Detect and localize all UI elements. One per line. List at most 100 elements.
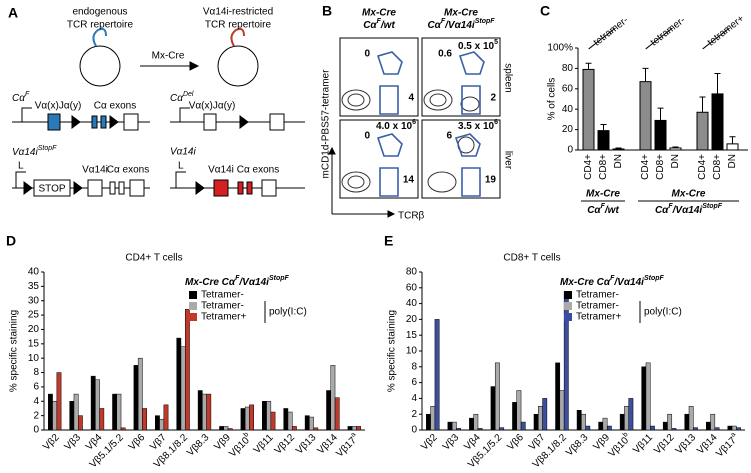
label: mCD1d-PBS57-tetramer bbox=[321, 69, 332, 179]
x-tick-label: Vβ12 bbox=[652, 432, 677, 457]
superscript: a bbox=[730, 431, 738, 439]
exon bbox=[269, 113, 285, 131]
label: Vα14i bbox=[208, 165, 234, 176]
exon bbox=[237, 181, 244, 195]
bar bbox=[490, 386, 496, 431]
bar bbox=[266, 401, 272, 431]
bar bbox=[202, 393, 207, 431]
superscript: F bbox=[610, 275, 615, 282]
label: Cα exons bbox=[237, 165, 279, 176]
error-bar bbox=[585, 62, 592, 70]
superscript: StopF bbox=[475, 18, 496, 25]
panel-label: B bbox=[322, 3, 332, 19]
bar bbox=[184, 309, 190, 431]
genotype-label: CαF/Vα14iStopF bbox=[655, 203, 723, 215]
bar bbox=[736, 427, 741, 431]
bar bbox=[639, 81, 652, 151]
gate-value: 0 bbox=[364, 49, 370, 60]
bar bbox=[477, 428, 483, 431]
exon bbox=[109, 181, 116, 195]
legend-label: Tetramer- bbox=[576, 290, 619, 301]
legend-swatch bbox=[564, 302, 572, 310]
bar bbox=[309, 416, 314, 431]
superscript: 6 bbox=[494, 119, 498, 126]
bar bbox=[112, 393, 118, 431]
promoter bbox=[21, 107, 32, 122]
label: Vα14i bbox=[170, 147, 196, 158]
bar bbox=[696, 111, 709, 151]
plot-frame bbox=[339, 37, 419, 117]
superscript: StopF bbox=[38, 145, 57, 152]
superscript: a bbox=[350, 431, 358, 439]
y-tick-label: 0 bbox=[33, 425, 39, 436]
legend-label: Tetramer- bbox=[201, 290, 244, 301]
gate bbox=[461, 85, 481, 115]
bar bbox=[351, 426, 357, 431]
y-tick-label: 30 bbox=[28, 295, 40, 306]
bar bbox=[77, 415, 83, 431]
text-run: /wt bbox=[604, 205, 620, 216]
label: TCR repertoire bbox=[205, 20, 272, 31]
y-tick-label: 15 bbox=[406, 330, 418, 341]
bar bbox=[473, 413, 479, 431]
x-tick-label: Vβ3 bbox=[63, 432, 84, 453]
bar bbox=[494, 362, 500, 431]
legend-label: Tetramer- bbox=[201, 301, 244, 312]
bar bbox=[159, 418, 165, 431]
exon bbox=[91, 115, 98, 129]
cell-count: 0.5 x 105 bbox=[458, 39, 498, 51]
y-tick-label: 2 bbox=[33, 410, 39, 421]
exon bbox=[246, 181, 253, 195]
x-tick-label: CD8+ bbox=[655, 154, 666, 180]
exon bbox=[123, 113, 139, 131]
superscript: Del bbox=[183, 91, 194, 98]
exon bbox=[118, 181, 125, 195]
error-bar bbox=[657, 107, 664, 121]
superscript: b bbox=[622, 431, 630, 439]
bar bbox=[56, 372, 62, 431]
bar bbox=[52, 401, 58, 431]
gate bbox=[376, 51, 403, 75]
loxp bbox=[23, 181, 33, 195]
bar bbox=[520, 421, 526, 431]
bar bbox=[612, 148, 625, 151]
bar bbox=[516, 390, 522, 431]
segment bbox=[47, 113, 61, 131]
x-tick-label: Vβ11 bbox=[631, 432, 655, 456]
text-run: Cα bbox=[655, 205, 669, 216]
label: CαDel bbox=[170, 91, 194, 103]
label: liver bbox=[502, 151, 513, 170]
panel-label: C bbox=[540, 3, 550, 19]
bar bbox=[606, 425, 612, 431]
legend-label: Tetramer+ bbox=[201, 312, 246, 323]
bar bbox=[206, 393, 212, 431]
x-tick-label: Vβ17a bbox=[713, 431, 741, 459]
label: spleen bbox=[502, 63, 513, 92]
y-tick-label: 15 bbox=[28, 338, 40, 349]
legend-title: Mx-Cre CαF/Vα14iStopF bbox=[560, 275, 665, 287]
plot-frame bbox=[421, 119, 501, 199]
arrow-heads bbox=[328, 146, 396, 218]
bar bbox=[95, 379, 100, 431]
error-bar bbox=[729, 136, 736, 144]
chart-title: CD4+ T cells bbox=[125, 253, 182, 264]
bar bbox=[710, 413, 716, 431]
bar bbox=[559, 390, 565, 431]
promoter bbox=[15, 171, 26, 188]
bar bbox=[197, 390, 203, 431]
contour bbox=[347, 93, 365, 107]
bar bbox=[227, 428, 233, 431]
x-tick-label: Vβ11 bbox=[252, 432, 276, 456]
tcr-loop bbox=[230, 27, 245, 47]
cell-count: 3.5 x 106 bbox=[458, 119, 498, 131]
x-tick-label: Vβ3 bbox=[441, 432, 462, 453]
superscript: StopF bbox=[702, 203, 723, 210]
x-tick-label: Vβ6 bbox=[127, 432, 148, 453]
error-bar bbox=[615, 147, 622, 149]
text-run: 4.0 x 10 bbox=[376, 121, 413, 132]
y-tick-label: 6 bbox=[411, 377, 417, 388]
bar bbox=[334, 397, 340, 431]
gate bbox=[376, 133, 403, 157]
y-tick-label: 35 bbox=[28, 281, 40, 292]
